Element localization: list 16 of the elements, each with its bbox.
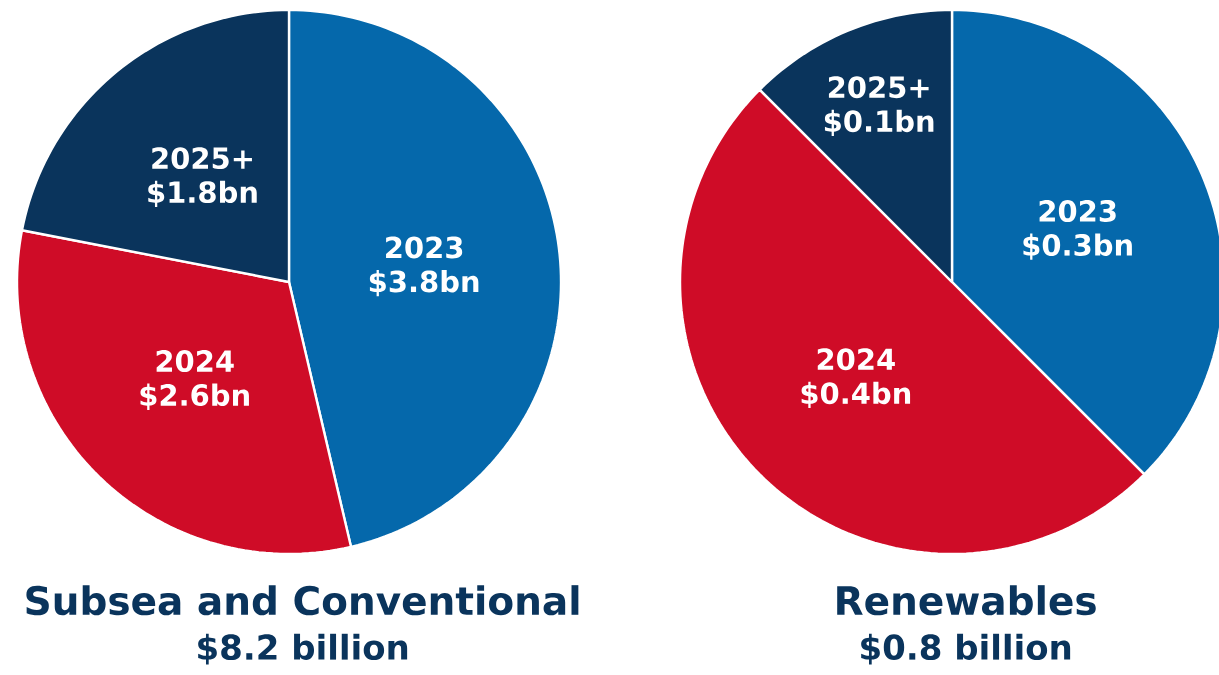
data-label: $2.6bn bbox=[140, 383, 249, 410]
data-label: $0.4bn bbox=[801, 381, 911, 409]
text: $8.2 billion bbox=[198, 633, 408, 665]
text: Subsea and Conventional bbox=[26, 585, 579, 616]
text: $0.8 billion bbox=[861, 633, 1071, 665]
data-label: $3.8bn bbox=[369, 269, 479, 297]
slice-label: 2024 bbox=[156, 350, 234, 373]
slice-label: 2024 bbox=[817, 348, 895, 371]
slice-label: 2023 bbox=[386, 236, 463, 259]
slice-label: 2023 bbox=[1039, 200, 1116, 222]
slice-label: 2025+ bbox=[828, 76, 929, 99]
data-label: $1.8bn bbox=[148, 180, 257, 207]
slice-label: 2025+ bbox=[152, 147, 252, 170]
text: Renewables bbox=[837, 585, 1096, 616]
data-label: $0.3bn bbox=[1023, 233, 1132, 260]
data-label: $0.1bn bbox=[824, 109, 934, 136]
